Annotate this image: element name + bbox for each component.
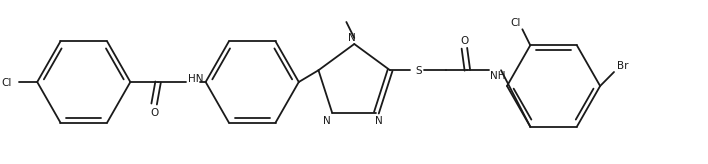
Text: Cl: Cl — [1, 78, 11, 88]
Text: N: N — [348, 33, 356, 43]
Text: O: O — [150, 108, 159, 118]
Text: HN: HN — [188, 74, 203, 84]
Text: O: O — [460, 36, 469, 46]
Text: N: N — [375, 116, 382, 126]
Text: S: S — [416, 66, 423, 76]
Text: NH: NH — [490, 71, 506, 81]
Text: Cl: Cl — [510, 18, 520, 28]
Text: Br: Br — [617, 61, 629, 71]
Text: N: N — [324, 116, 331, 126]
